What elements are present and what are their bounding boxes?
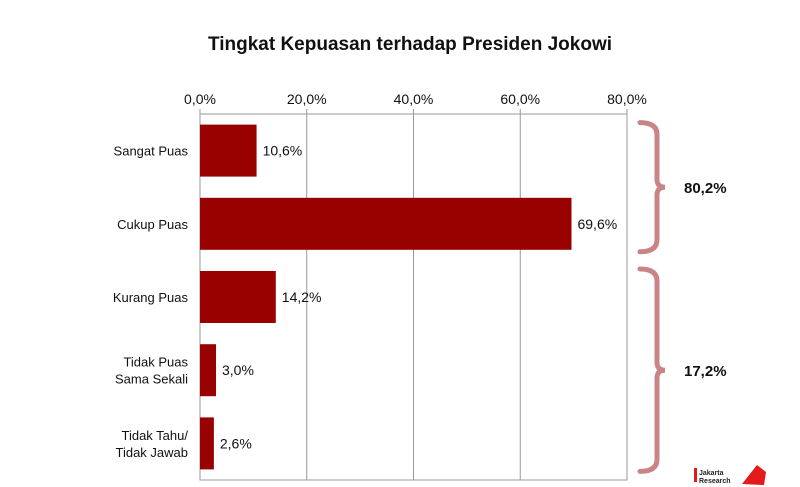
category-label: Cukup Puas bbox=[117, 217, 188, 232]
data-label: 10,6% bbox=[263, 143, 303, 159]
group-total-label: 80,2% bbox=[684, 180, 727, 197]
category-label: Sangat Puas bbox=[114, 144, 189, 159]
chart-title: Tingkat Kepuasan terhadap Presiden Jokow… bbox=[208, 34, 612, 55]
data-label: 2,6% bbox=[220, 435, 252, 451]
x-axis-ticks: 0,0% 20,0% 40,0% 60,0% 80,0% bbox=[184, 91, 647, 107]
group-total-label: 17,2% bbox=[684, 363, 727, 380]
x-tick-label: 0,0% bbox=[184, 91, 216, 107]
category-label: Tidak Puas Sama Sekali bbox=[115, 355, 188, 387]
group-brackets: 80,2% 17,2% bbox=[637, 120, 727, 474]
bar bbox=[200, 271, 276, 323]
data-label: 3,0% bbox=[222, 362, 254, 378]
logo-bar bbox=[694, 468, 697, 482]
category-label: Kurang Puas bbox=[113, 290, 189, 305]
x-tick-label: 60,0% bbox=[500, 91, 540, 107]
group-bracket bbox=[637, 266, 666, 474]
bar bbox=[200, 344, 217, 397]
bar bbox=[200, 197, 572, 250]
logo-text-line2: Research bbox=[699, 478, 731, 485]
x-tick-label: 80,0% bbox=[607, 91, 647, 107]
x-tick-label: 40,0% bbox=[394, 91, 434, 107]
logo-shape bbox=[742, 465, 766, 485]
bars bbox=[200, 124, 572, 470]
bar bbox=[200, 124, 257, 177]
data-label: 14,2% bbox=[282, 289, 322, 305]
bar bbox=[200, 417, 214, 470]
category-label: Tidak Tahu/Tidak Jawab bbox=[116, 428, 189, 460]
value-labels: 10,6% 69,6% 14,2% 3,0% 2,6% bbox=[220, 143, 617, 452]
jakarta-research-logo: Jakarta Research bbox=[694, 465, 766, 485]
logo-text-line1: Jakarta bbox=[699, 470, 724, 477]
data-label: 69,6% bbox=[577, 216, 617, 232]
x-tick-label: 20,0% bbox=[287, 91, 327, 107]
group-bracket bbox=[637, 120, 666, 255]
category-labels: Sangat Puas Cukup Puas Kurang Puas Tidak Pu… bbox=[113, 144, 189, 460]
